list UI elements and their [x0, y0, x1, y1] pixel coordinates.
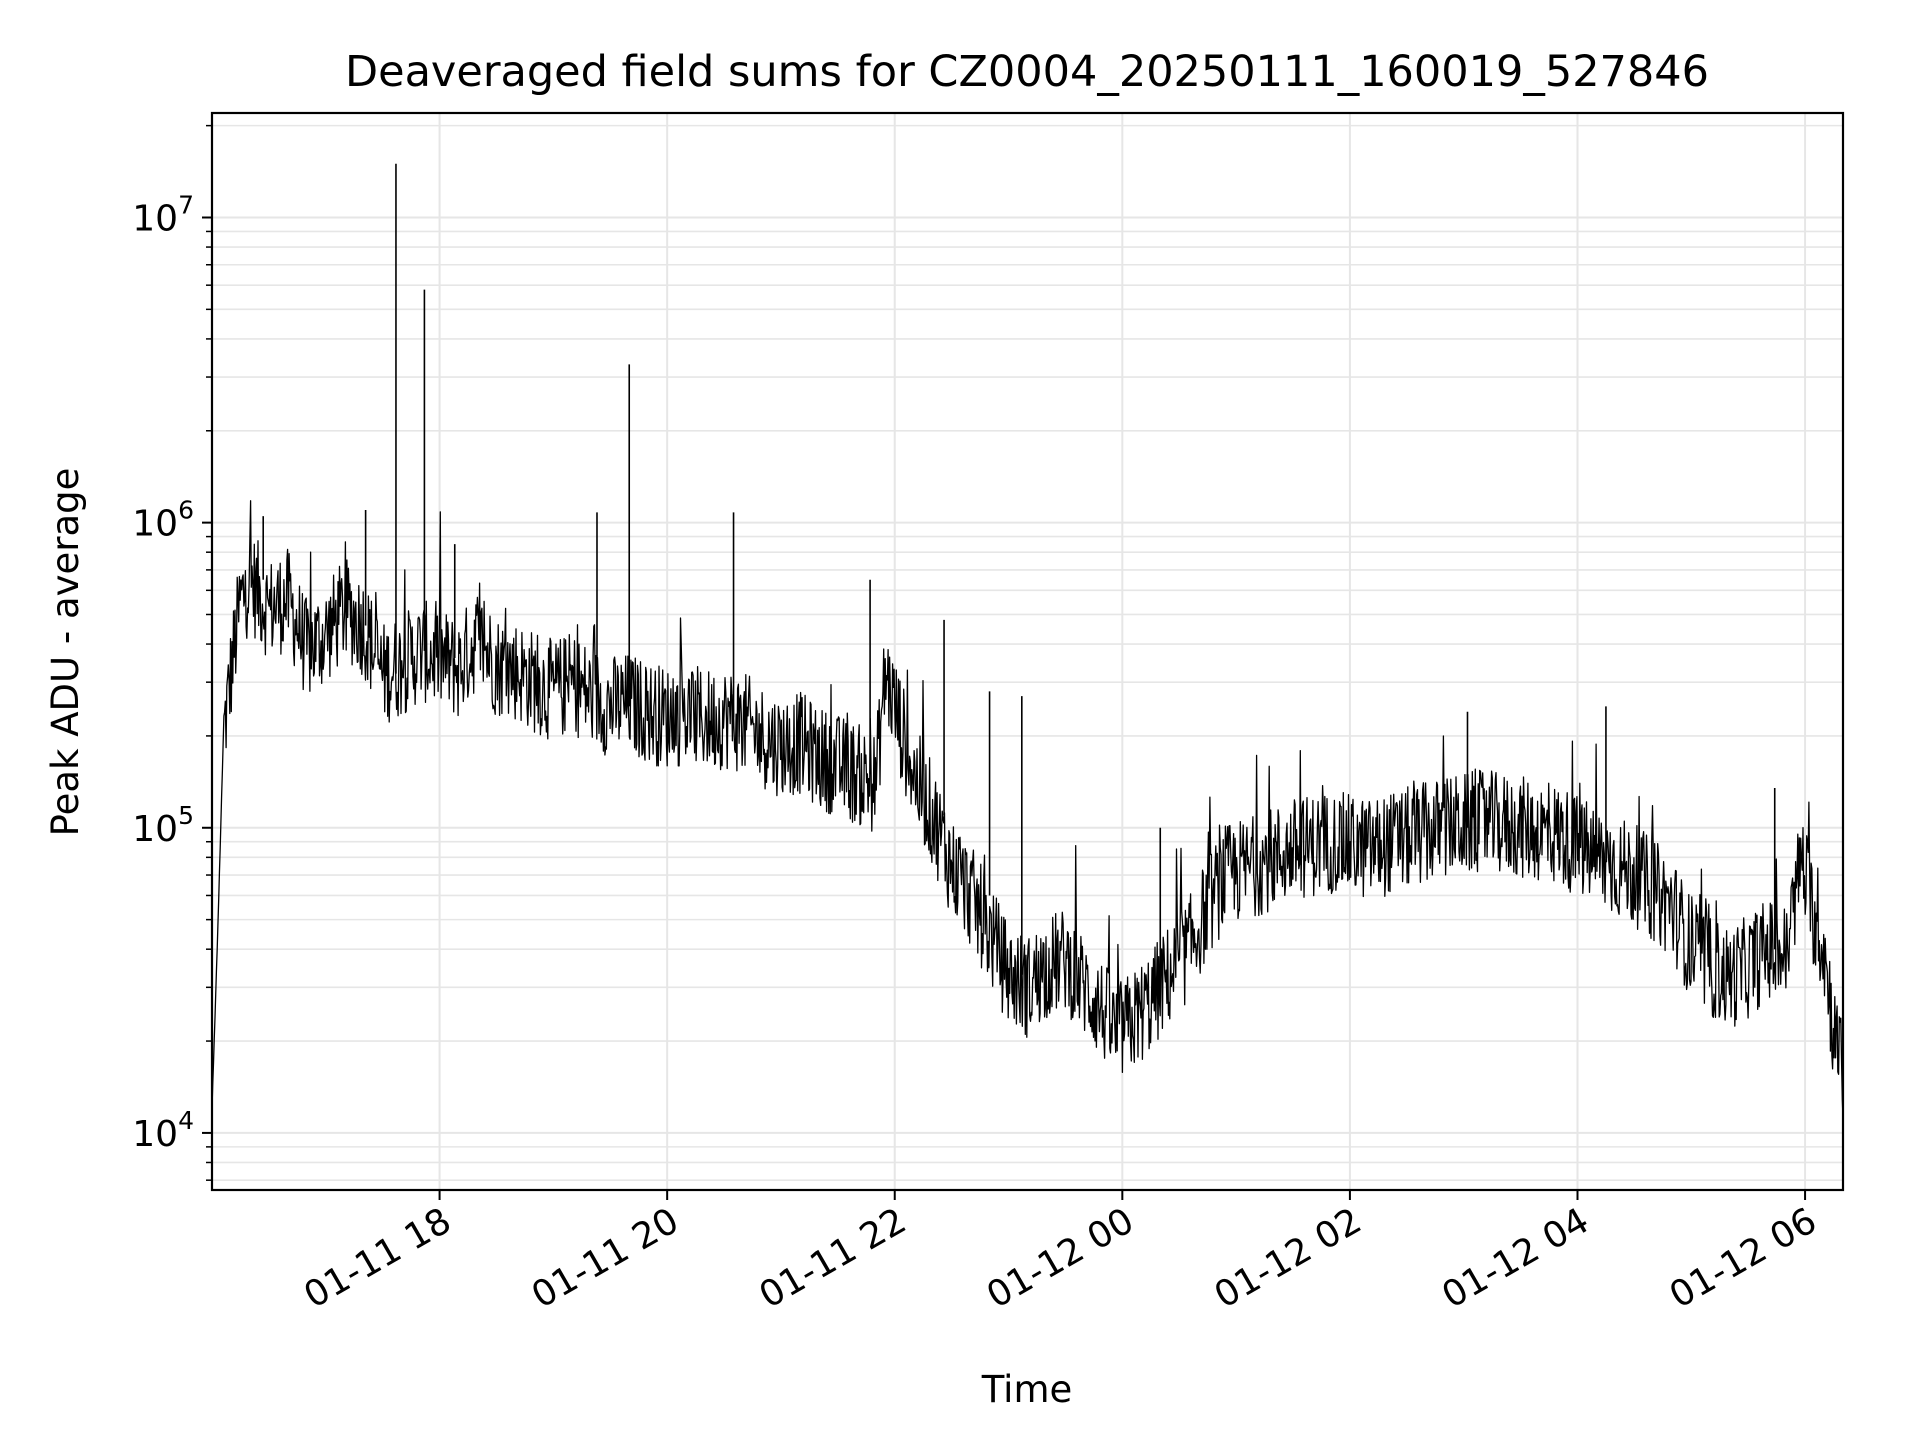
chart-title: Deaveraged field sums for CZ0004_2025011…	[345, 47, 1709, 97]
y-tick-label: 105	[132, 801, 194, 850]
y-axis-label: Peak ADU - average	[44, 468, 87, 837]
y-tick-label: 104	[132, 1106, 194, 1155]
series-line	[212, 500, 1843, 1118]
plot-area	[212, 163, 1843, 1118]
grid-lines	[212, 113, 1843, 1190]
axes-frame	[210, 111, 1845, 1192]
y-tick-label: 106	[132, 496, 194, 545]
y-tick-label: 107	[132, 190, 194, 239]
x-axis-label: Time	[981, 1368, 1073, 1411]
